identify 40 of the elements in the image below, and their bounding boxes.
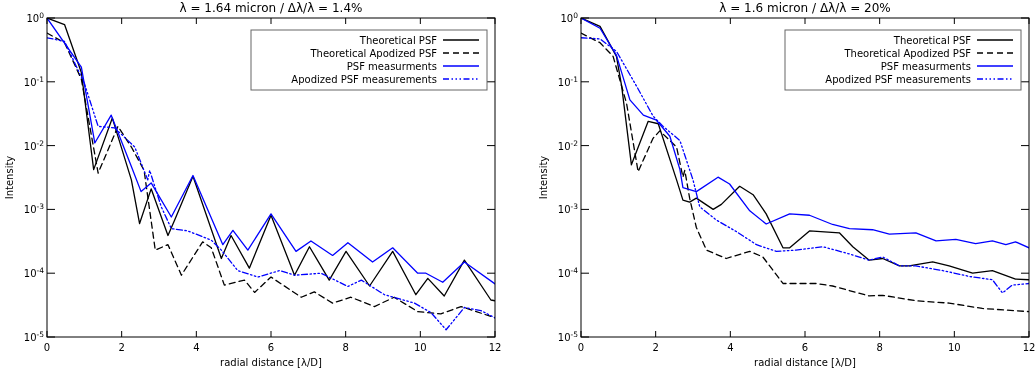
x-tick-label: 0 [43,342,51,353]
x-tick-label: 8 [876,342,883,353]
y-tick-label: 10$^{-3}$ [23,201,45,216]
x-tick-label: 10 [413,342,427,353]
x-tick-label: 2 [652,342,659,353]
x-tick-label: 4 [727,342,734,353]
y-axis-title: Intensity [4,155,15,200]
legend-label: Theoretical PSF [358,35,438,46]
x-tick-label: 0 [577,342,585,353]
x-tick-label: 8 [342,342,349,353]
y-tick-label: 10$^{0}$ [560,10,579,24]
x-axis-title: radial distance [λ/D] [754,357,856,368]
y-tick-label: 10$^{0}$ [26,10,45,24]
legend-label: Theoretical Apodized PSF [309,48,438,59]
y-tick-label: 10$^{-1}$ [23,74,45,88]
y-tick-label: 10$^{-5}$ [557,329,579,343]
x-tick-label: 12 [1022,342,1036,353]
legend-label: Apodized PSF measurements [291,74,437,85]
x-tick-label: 6 [267,342,275,353]
y-tick-label: 10$^{-1}$ [557,74,579,88]
legend-label: Apodized PSF measurements [825,74,971,85]
y-tick-label: 10$^{-2}$ [557,138,579,152]
y-tick-label: 10$^{-2}$ [23,138,45,152]
x-tick-label: 12 [488,342,502,353]
x-tick-label: 10 [947,342,961,353]
legend-label: Theoretical PSF [892,35,972,46]
y-tick-label: 10$^{-5}$ [23,329,45,343]
y-tick-label: 10$^{-3}$ [557,201,579,216]
y-tick-label: 10$^{-4}$ [557,265,579,280]
chart-title: λ = 1.64 micron / Δλ/λ = 1.4% [179,1,363,15]
legend-label: PSF measurments [346,61,437,72]
chart-title: λ = 1.6 micron / Δλ/λ = 20% [719,1,891,15]
x-axis-title: radial distance [λ/D] [220,357,322,368]
legend-label: PSF measurments [880,61,971,72]
x-tick-label: 2 [118,342,125,353]
x-tick-label: 6 [801,342,809,353]
legend-label: Theoretical Apodized PSF [843,48,972,59]
y-axis-title: Intensity [538,155,549,200]
y-tick-label: 10$^{-4}$ [23,265,45,280]
x-tick-label: 4 [193,342,200,353]
